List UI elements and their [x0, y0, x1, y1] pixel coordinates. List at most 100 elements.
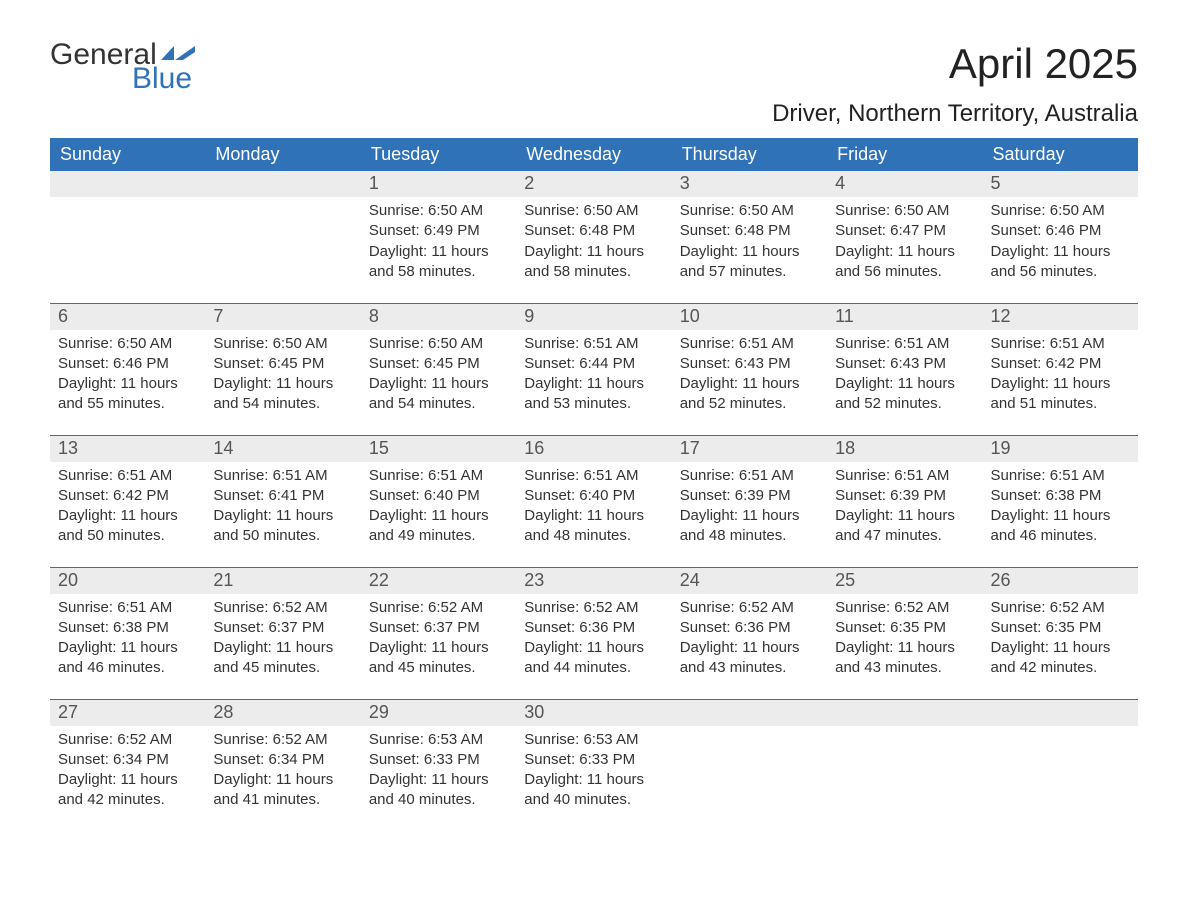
daylight-line: Daylight: 11 hours and 40 minutes.: [524, 770, 663, 811]
sunrise-line: Sunrise: 6:51 AM: [991, 466, 1130, 486]
calendar-cell: 13Sunrise: 6:51 AMSunset: 6:42 PMDayligh…: [50, 435, 205, 567]
day-number: [50, 171, 205, 197]
sunrise-line: Sunrise: 6:51 AM: [58, 466, 197, 486]
daylight-line: Daylight: 11 hours and 50 minutes.: [213, 506, 352, 547]
sunset-line: Sunset: 6:40 PM: [524, 486, 663, 506]
day-details: Sunrise: 6:50 AMSunset: 6:47 PMDaylight:…: [827, 197, 982, 290]
calendar-week-row: 13Sunrise: 6:51 AMSunset: 6:42 PMDayligh…: [50, 435, 1138, 567]
sunset-line: Sunset: 6:44 PM: [524, 354, 663, 374]
page-subtitle: Driver, Northern Territory, Australia: [50, 100, 1138, 128]
day-number: 18: [827, 436, 982, 462]
daylight-line: Daylight: 11 hours and 53 minutes.: [524, 374, 663, 415]
sunset-line: Sunset: 6:45 PM: [369, 354, 508, 374]
sunset-line: Sunset: 6:48 PM: [680, 221, 819, 241]
sunrise-line: Sunrise: 6:51 AM: [991, 334, 1130, 354]
sunset-line: Sunset: 6:43 PM: [680, 354, 819, 374]
day-details: Sunrise: 6:51 AMSunset: 6:40 PMDaylight:…: [361, 462, 516, 555]
col-saturday: Saturday: [983, 138, 1138, 171]
daylight-line: Daylight: 11 hours and 45 minutes.: [369, 638, 508, 679]
day-number: 4: [827, 171, 982, 197]
col-monday: Monday: [205, 138, 360, 171]
day-number: [205, 171, 360, 197]
calendar-cell: 27Sunrise: 6:52 AMSunset: 6:34 PMDayligh…: [50, 699, 205, 831]
sunset-line: Sunset: 6:33 PM: [369, 750, 508, 770]
day-details: Sunrise: 6:52 AMSunset: 6:34 PMDaylight:…: [205, 726, 360, 819]
sunset-line: Sunset: 6:43 PM: [835, 354, 974, 374]
day-details: Sunrise: 6:51 AMSunset: 6:41 PMDaylight:…: [205, 462, 360, 555]
calendar-cell: 10Sunrise: 6:51 AMSunset: 6:43 PMDayligh…: [672, 303, 827, 435]
calendar-cell: 19Sunrise: 6:51 AMSunset: 6:38 PMDayligh…: [983, 435, 1138, 567]
sunrise-line: Sunrise: 6:51 AM: [524, 466, 663, 486]
day-number: 24: [672, 568, 827, 594]
calendar-cell: 6Sunrise: 6:50 AMSunset: 6:46 PMDaylight…: [50, 303, 205, 435]
day-details: Sunrise: 6:51 AMSunset: 6:38 PMDaylight:…: [983, 462, 1138, 555]
calendar-cell: [827, 699, 982, 831]
daylight-line: Daylight: 11 hours and 55 minutes.: [58, 374, 197, 415]
sunset-line: Sunset: 6:46 PM: [58, 354, 197, 374]
calendar-cell: [205, 171, 360, 303]
sunset-line: Sunset: 6:38 PM: [58, 618, 197, 638]
day-number: 22: [361, 568, 516, 594]
day-number: 8: [361, 304, 516, 330]
daylight-line: Daylight: 11 hours and 44 minutes.: [524, 638, 663, 679]
day-number: 29: [361, 700, 516, 726]
sunrise-line: Sunrise: 6:53 AM: [524, 730, 663, 750]
day-details: Sunrise: 6:52 AMSunset: 6:37 PMDaylight:…: [361, 594, 516, 687]
calendar-cell: 15Sunrise: 6:51 AMSunset: 6:40 PMDayligh…: [361, 435, 516, 567]
sunset-line: Sunset: 6:47 PM: [835, 221, 974, 241]
day-details: Sunrise: 6:52 AMSunset: 6:36 PMDaylight:…: [672, 594, 827, 687]
sunset-line: Sunset: 6:45 PM: [213, 354, 352, 374]
sunset-line: Sunset: 6:40 PM: [369, 486, 508, 506]
day-details: Sunrise: 6:50 AMSunset: 6:48 PMDaylight:…: [516, 197, 671, 290]
day-details: Sunrise: 6:51 AMSunset: 6:39 PMDaylight:…: [672, 462, 827, 555]
sunset-line: Sunset: 6:37 PM: [213, 618, 352, 638]
day-details: Sunrise: 6:50 AMSunset: 6:45 PMDaylight:…: [361, 330, 516, 423]
sunset-line: Sunset: 6:42 PM: [991, 354, 1130, 374]
calendar-cell: 2Sunrise: 6:50 AMSunset: 6:48 PMDaylight…: [516, 171, 671, 303]
daylight-line: Daylight: 11 hours and 43 minutes.: [680, 638, 819, 679]
day-number: 17: [672, 436, 827, 462]
daylight-line: Daylight: 11 hours and 46 minutes.: [58, 638, 197, 679]
calendar-cell: 11Sunrise: 6:51 AMSunset: 6:43 PMDayligh…: [827, 303, 982, 435]
day-details: Sunrise: 6:51 AMSunset: 6:42 PMDaylight:…: [983, 330, 1138, 423]
day-number: 12: [983, 304, 1138, 330]
day-details: Sunrise: 6:52 AMSunset: 6:37 PMDaylight:…: [205, 594, 360, 687]
sunrise-line: Sunrise: 6:52 AM: [835, 598, 974, 618]
daylight-line: Daylight: 11 hours and 56 minutes.: [835, 242, 974, 283]
daylight-line: Daylight: 11 hours and 42 minutes.: [58, 770, 197, 811]
daylight-line: Daylight: 11 hours and 54 minutes.: [213, 374, 352, 415]
sunset-line: Sunset: 6:34 PM: [213, 750, 352, 770]
daylight-line: Daylight: 11 hours and 57 minutes.: [680, 242, 819, 283]
day-number: 21: [205, 568, 360, 594]
sunrise-line: Sunrise: 6:51 AM: [213, 466, 352, 486]
day-details: Sunrise: 6:51 AMSunset: 6:44 PMDaylight:…: [516, 330, 671, 423]
day-details: Sunrise: 6:51 AMSunset: 6:43 PMDaylight:…: [672, 330, 827, 423]
day-number: [827, 700, 982, 726]
sunrise-line: Sunrise: 6:50 AM: [58, 334, 197, 354]
calendar-cell: 4Sunrise: 6:50 AMSunset: 6:47 PMDaylight…: [827, 171, 982, 303]
daylight-line: Daylight: 11 hours and 47 minutes.: [835, 506, 974, 547]
header: General Blue April 2025: [50, 40, 1138, 94]
day-number: 9: [516, 304, 671, 330]
daylight-line: Daylight: 11 hours and 49 minutes.: [369, 506, 508, 547]
sunset-line: Sunset: 6:36 PM: [680, 618, 819, 638]
day-number: 26: [983, 568, 1138, 594]
day-number: 10: [672, 304, 827, 330]
sunrise-line: Sunrise: 6:51 AM: [680, 466, 819, 486]
sunset-line: Sunset: 6:33 PM: [524, 750, 663, 770]
sunrise-line: Sunrise: 6:50 AM: [680, 201, 819, 221]
calendar-cell: 14Sunrise: 6:51 AMSunset: 6:41 PMDayligh…: [205, 435, 360, 567]
calendar-cell: 20Sunrise: 6:51 AMSunset: 6:38 PMDayligh…: [50, 567, 205, 699]
daylight-line: Daylight: 11 hours and 50 minutes.: [58, 506, 197, 547]
daylight-line: Daylight: 11 hours and 52 minutes.: [835, 374, 974, 415]
sunrise-line: Sunrise: 6:52 AM: [524, 598, 663, 618]
sunrise-line: Sunrise: 6:51 AM: [524, 334, 663, 354]
daylight-line: Daylight: 11 hours and 56 minutes.: [991, 242, 1130, 283]
daylight-line: Daylight: 11 hours and 46 minutes.: [991, 506, 1130, 547]
sunrise-line: Sunrise: 6:52 AM: [213, 730, 352, 750]
daylight-line: Daylight: 11 hours and 52 minutes.: [680, 374, 819, 415]
sunrise-line: Sunrise: 6:53 AM: [369, 730, 508, 750]
sunset-line: Sunset: 6:35 PM: [835, 618, 974, 638]
sunset-line: Sunset: 6:49 PM: [369, 221, 508, 241]
calendar-cell: 18Sunrise: 6:51 AMSunset: 6:39 PMDayligh…: [827, 435, 982, 567]
